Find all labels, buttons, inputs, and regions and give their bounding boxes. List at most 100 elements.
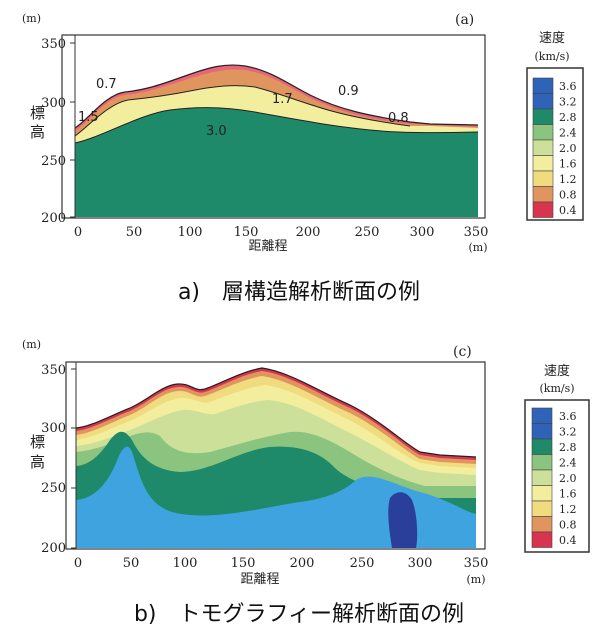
panel-a-y-tick: 200 bbox=[41, 211, 66, 226]
layer-label-0-7: 0.7 bbox=[96, 77, 117, 92]
panel-b-x-unit: (m) bbox=[466, 573, 485, 586]
legend-value-label: 2.4 bbox=[559, 126, 577, 139]
panel-b-layer-3-2 bbox=[76, 446, 476, 548]
legend-b-unit: (km/s) bbox=[539, 382, 574, 395]
panel-a-boundary-line-1 bbox=[74, 85, 411, 137]
panel-a-frame bbox=[61, 34, 486, 219]
legend-value-label: 1.2 bbox=[559, 503, 577, 516]
legend-value-label: 2.0 bbox=[559, 142, 577, 155]
layer-label-3-0: 3.0 bbox=[206, 124, 227, 139]
legend-swatch bbox=[531, 469, 553, 486]
legend-swatch bbox=[532, 108, 554, 125]
layer-label-0-8: 0.8 bbox=[388, 111, 409, 126]
legend-swatch bbox=[532, 124, 554, 141]
panel-a-x-unit: (m) bbox=[468, 241, 487, 254]
legend-swatch bbox=[531, 516, 553, 533]
legend-value-label: 2.8 bbox=[559, 111, 577, 124]
panel-a: (m) (a) 350 300 250 200 bbox=[22, 12, 488, 254]
panel-a-y-tick-marks bbox=[70, 42, 75, 218]
legend-swatch bbox=[532, 155, 554, 172]
panel-b-x-axis-label: 距離程 bbox=[240, 572, 279, 587]
legend-b-title: 速度 bbox=[544, 363, 570, 379]
panel-b-y-unit: (m) bbox=[22, 338, 41, 351]
panel-b-x-tick: 350 bbox=[464, 556, 489, 571]
legend-value-label: 2.0 bbox=[559, 472, 577, 485]
panel-b-y-tick: 350 bbox=[41, 363, 66, 378]
legend-b-frame bbox=[524, 399, 590, 553]
layer-label-0-9: 0.9 bbox=[338, 84, 359, 99]
legend-swatch bbox=[531, 423, 553, 440]
panel-a-y-ticks: 350 300 250 200 bbox=[41, 37, 66, 226]
panel-a-label: (a) bbox=[455, 12, 474, 28]
panel-a-ground-surface-line bbox=[74, 64, 479, 129]
legend-swatch bbox=[531, 454, 553, 471]
legend-b-swatches: 3.6 3.2 2.8 2.4 2.0 1.6 1.2 0.8 0.4 bbox=[531, 407, 577, 548]
legend-swatch bbox=[532, 93, 554, 110]
legend-value-label: 2.4 bbox=[559, 456, 577, 469]
panel-a-x-tick: 150 bbox=[234, 225, 259, 240]
panel-b-y-axis-label-2: 高 bbox=[30, 453, 45, 471]
panel-a-x-axis-label: 距離程 bbox=[248, 239, 287, 254]
panel-a-y-unit: (m) bbox=[22, 12, 41, 25]
panel-b-tomography bbox=[75, 367, 477, 548]
panel-b-y-tick: 200 bbox=[41, 541, 66, 556]
legend-a-swatches: 3.6 3.2 2.8 2.4 2.0 1.6 1.2 0.8 0.4 bbox=[532, 77, 577, 218]
legend-value-label: 1.2 bbox=[559, 173, 577, 186]
legend-value-label: 1.6 bbox=[559, 157, 577, 170]
panel-b-y-tick: 250 bbox=[41, 481, 66, 496]
legend-value-label: 3.6 bbox=[559, 80, 577, 93]
legend-swatch bbox=[531, 438, 553, 455]
panel-a-y-axis-label-1: 標 bbox=[30, 104, 45, 122]
layer-label-1-5: 1.5 bbox=[78, 110, 99, 125]
legend-swatch bbox=[532, 201, 554, 218]
panel-b-y-tick: 300 bbox=[41, 421, 66, 436]
legend-a-unit: (km/s) bbox=[534, 50, 569, 63]
legend-value-label: 2.8 bbox=[559, 441, 577, 454]
legend-swatch bbox=[531, 500, 553, 517]
legend-value-label: 3.6 bbox=[559, 410, 577, 423]
panel-b-frame bbox=[65, 361, 486, 550]
panel-b-x-tick: 300 bbox=[408, 556, 433, 571]
panel-b-y-axis-label-1: 標 bbox=[30, 433, 45, 451]
legend-swatch bbox=[532, 170, 554, 187]
legend-value-label: 1.6 bbox=[559, 487, 577, 500]
panel-a-layer-labels: 0.7 1.5 1.7 0.9 0.8 3.0 bbox=[78, 77, 409, 139]
panel-b-y-tick-marks bbox=[71, 368, 76, 549]
panel-b-layer-3-6 bbox=[388, 492, 418, 548]
caption-b: b) トモグラフィー解析断面の例 bbox=[133, 602, 465, 627]
panel-a-y-tick: 350 bbox=[41, 37, 66, 52]
layer-label-1-7: 1.7 bbox=[272, 92, 293, 107]
panel-a-y-tick: 300 bbox=[41, 96, 66, 111]
panel-b-y-ticks: 350 300 250 200 bbox=[41, 363, 66, 556]
legend-a-frame bbox=[526, 67, 584, 221]
panel-a-x-tick: 0 bbox=[74, 225, 82, 240]
panel-a-x-tick: 200 bbox=[296, 225, 321, 240]
panel-b-x-ticks: 0 50 100 150 200 250 300 350 bbox=[74, 556, 489, 571]
legend-swatch bbox=[532, 139, 554, 156]
legend-value-label: 0.8 bbox=[559, 518, 577, 531]
legend-swatch bbox=[531, 407, 553, 424]
legend-value-label: 0.8 bbox=[559, 188, 577, 201]
legend-value-label: 0.4 bbox=[559, 204, 577, 217]
legend-swatch bbox=[532, 186, 554, 203]
panel-a-x-tick: 50 bbox=[126, 225, 143, 240]
panel-a-x-tick: 250 bbox=[355, 225, 380, 240]
panel-b-ground-surface-line bbox=[75, 367, 477, 458]
panel-a-x-ticks: 0 50 100 150 200 250 300 350 bbox=[74, 225, 489, 240]
legend-swatch bbox=[531, 531, 553, 548]
legend-value-label: 3.2 bbox=[559, 425, 577, 438]
panel-b-label: (c) bbox=[453, 344, 472, 360]
panel-b-x-tick: 50 bbox=[123, 556, 140, 571]
panel-a-y-axis-label-2: 高 bbox=[30, 123, 45, 141]
caption-a: a) 層構造解析断面の例 bbox=[177, 280, 421, 305]
panel-b-x-tick: 200 bbox=[290, 556, 315, 571]
legend-b: 速度 (km/s) 3.6 3.2 2.8 2.4 2.0 1.6 1.2 0.8 0.4 bbox=[524, 363, 590, 553]
panel-b-x-tick: 0 bbox=[74, 556, 82, 571]
panel-a-x-tick: 300 bbox=[410, 225, 435, 240]
legend-swatch bbox=[532, 77, 554, 94]
panel-b: (m) (c) 350 300 250 200 bbox=[22, 338, 488, 587]
legend-a: 速度 (km/s) 3.6 3.2 2.8 2.4 2.0 1.6 1.2 0.8 0.4 bbox=[526, 30, 584, 221]
panel-a-y-tick: 250 bbox=[41, 154, 66, 169]
panel-a-x-tick: 100 bbox=[178, 225, 203, 240]
